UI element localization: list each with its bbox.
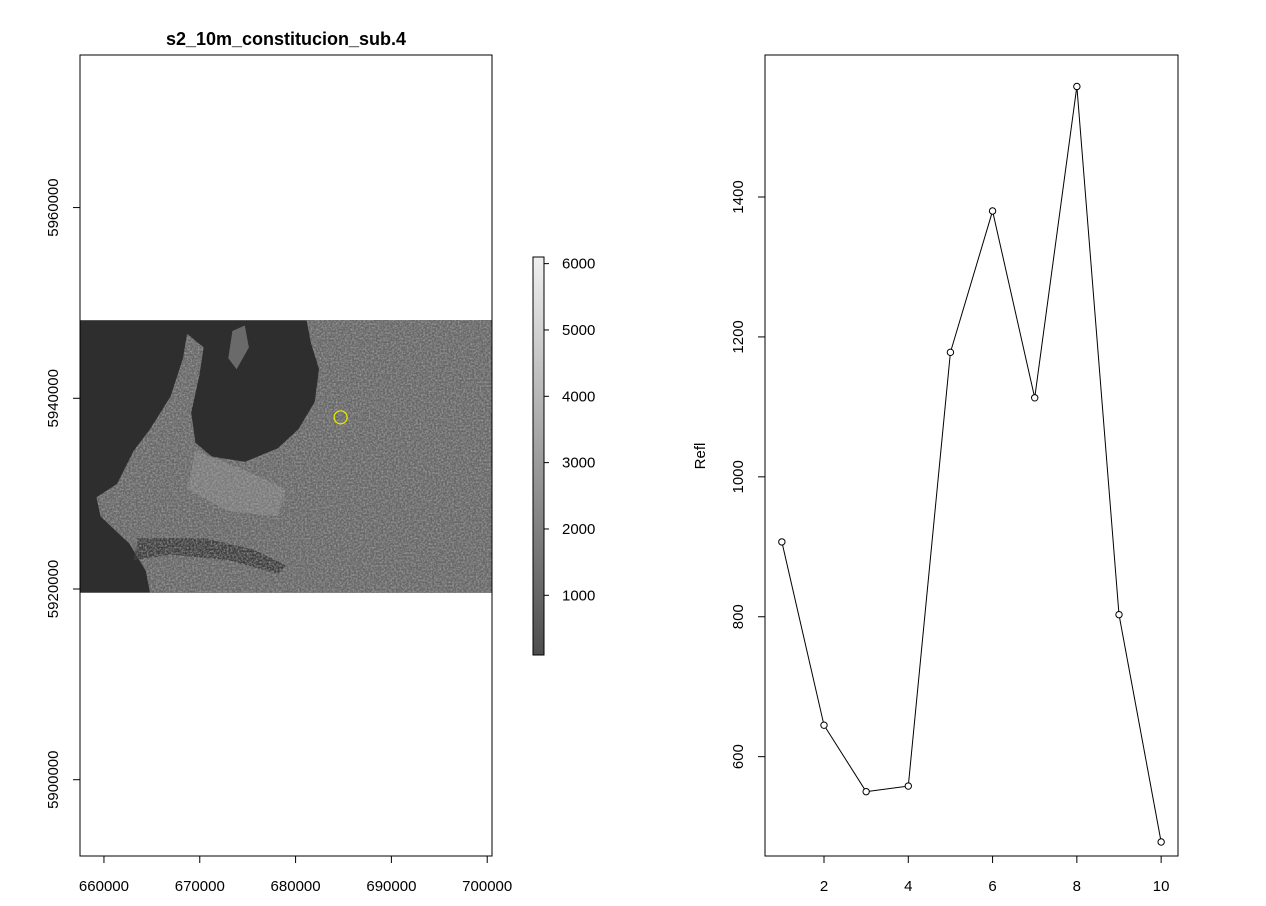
line-x-tick-label: 2 bbox=[820, 878, 828, 895]
colorbar-tick-label: 4000 bbox=[562, 388, 595, 405]
line-series bbox=[778, 82, 1165, 846]
line-segment bbox=[950, 213, 993, 350]
line-y-tick-label: 600 bbox=[730, 744, 747, 769]
colorbar-ticks: 1000 2000 3000 4000 5000 6000 bbox=[544, 256, 595, 604]
map-x-tick-label: 680000 bbox=[271, 878, 321, 895]
line-segment bbox=[1119, 617, 1162, 839]
line-y-tick-label: 1000 bbox=[730, 460, 747, 493]
line-y-tick-label: 1200 bbox=[730, 320, 747, 353]
map-x-tick-label: 700000 bbox=[462, 878, 512, 895]
line-y-axis: 600 800 1000 1200 1400 bbox=[730, 180, 766, 769]
colorbar-tick-label: 3000 bbox=[562, 455, 595, 472]
line-segment bbox=[869, 785, 906, 792]
map-y-tick-label: 5960000 bbox=[45, 178, 62, 236]
spectral-line-plot: Refl 2 4 6 8 10 600 800 1000 1200 1400 bbox=[692, 54, 1179, 895]
line-x-tick-label: 10 bbox=[1153, 878, 1170, 895]
map-title: s2_10m_constitucion_sub.4 bbox=[166, 29, 406, 49]
line-x-tick-label: 4 bbox=[904, 878, 912, 895]
colorbar-tick-label: 2000 bbox=[562, 521, 595, 538]
line-segment bbox=[1076, 89, 1120, 612]
line-segment bbox=[782, 544, 824, 723]
data-point bbox=[1031, 394, 1039, 402]
data-point bbox=[904, 782, 912, 790]
location-marker bbox=[333, 410, 348, 425]
data-point bbox=[820, 721, 828, 729]
line-segment bbox=[992, 214, 1035, 395]
line-x-tick-label: 6 bbox=[988, 878, 996, 895]
map-y-tick-label: 5900000 bbox=[45, 751, 62, 809]
island bbox=[228, 325, 249, 370]
line-segment bbox=[1034, 89, 1077, 395]
data-point bbox=[778, 538, 786, 546]
data-point bbox=[1157, 838, 1165, 846]
data-point bbox=[862, 787, 870, 796]
raster-image bbox=[80, 320, 492, 593]
map-y-tick-label: 5920000 bbox=[45, 560, 62, 618]
data-point bbox=[946, 348, 955, 357]
line-x-axis: 2 4 6 8 10 bbox=[820, 855, 1170, 895]
colorbar-tick-label: 1000 bbox=[562, 587, 595, 604]
map-x-axis: 660000 670000 680000 690000 700000 bbox=[79, 855, 512, 895]
data-point bbox=[1115, 610, 1123, 619]
data-point bbox=[1073, 82, 1081, 91]
map-x-tick-label: 690000 bbox=[366, 878, 416, 895]
land-texture bbox=[96, 320, 492, 593]
colorbar-tick-label: 5000 bbox=[562, 322, 595, 339]
map-x-tick-label: 660000 bbox=[79, 878, 129, 895]
line-segment bbox=[908, 355, 951, 783]
colorbar-tick-label: 6000 bbox=[562, 256, 595, 273]
colorbar-legend: 1000 2000 3000 4000 5000 6000 bbox=[532, 256, 595, 656]
map-x-tick-label: 670000 bbox=[175, 878, 225, 895]
map-y-tick-label: 5940000 bbox=[45, 369, 62, 427]
line-plot-frame bbox=[764, 54, 1179, 857]
line-x-tick-label: 8 bbox=[1073, 878, 1081, 895]
line-y-axis-label: Refl bbox=[692, 443, 709, 470]
colorbar-gradient bbox=[532, 256, 545, 656]
line-y-tick-label: 1400 bbox=[730, 180, 747, 213]
map-y-axis: 5900000 5920000 5940000 5960000 bbox=[45, 178, 81, 809]
data-point bbox=[988, 207, 997, 215]
line-segment bbox=[825, 727, 865, 790]
raster-map-panel: s2_10m_constitucion_sub.4 660000 670000 68… bbox=[45, 29, 512, 895]
line-y-tick-label: 800 bbox=[730, 604, 747, 629]
